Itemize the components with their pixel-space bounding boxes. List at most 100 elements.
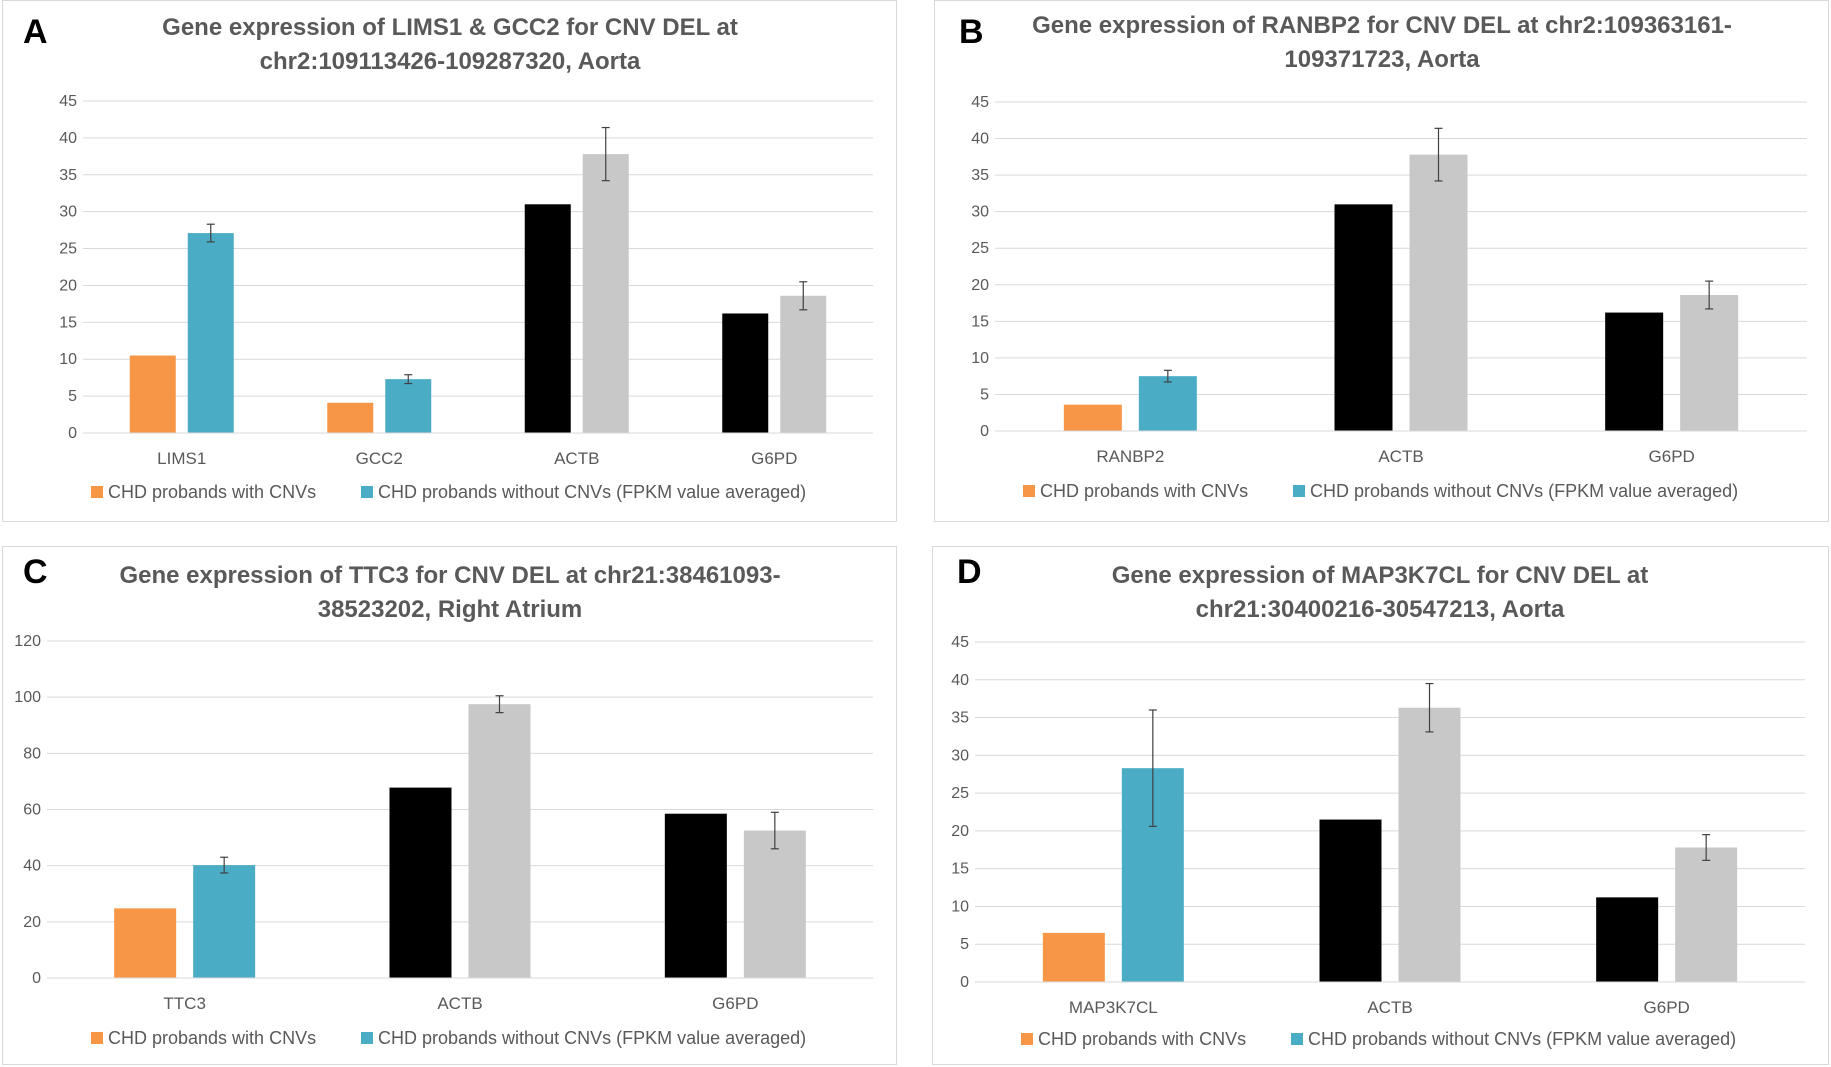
y-tick-label-d: 20 [951, 823, 969, 840]
panel-a: A Gene expression of LIMS1 & GCC2 for CNV… [2, 0, 897, 522]
bar-d-map3k7cl-with-cnv [1042, 932, 1105, 982]
y-tick-label-b: 30 [971, 204, 989, 221]
category-label-a-gcc2: GCC2 [356, 449, 403, 468]
y-tick-label-a: 10 [59, 351, 77, 368]
bar-a-lims1-with-cnv [129, 355, 176, 433]
bar-a-lims1-without-cnv [187, 233, 234, 433]
legend-label-without-cnv-d: CHD probands without CNVs (FPKM value av… [1308, 1029, 1736, 1049]
bar-d-actb-with-cnv [1319, 819, 1382, 982]
y-tick-label-c: 40 [23, 858, 41, 875]
chart-title-a-line-2: chr2:109113426-109287320, Aorta [260, 48, 641, 75]
legend-label-with-cnv-b: CHD probands with CNVs [1040, 481, 1248, 501]
legend-swatch-without-cnv-c [361, 1032, 373, 1044]
bar-c-actb-with-cnv [389, 787, 452, 978]
y-tick-label-d: 0 [960, 974, 969, 991]
panel-letter-a: A [23, 13, 48, 51]
y-tick-label-d: 25 [951, 785, 969, 802]
category-label-b-ranbp2: RANBP2 [1096, 447, 1164, 466]
bar-b-g6pd-without-cnv [1680, 295, 1739, 431]
y-tick-label-a: 35 [59, 167, 77, 184]
bar-b-ranbp2-without-cnv [1138, 376, 1197, 431]
y-tick-label-d: 30 [951, 747, 969, 764]
chart-a-svg: A Gene expression of LIMS1 & GCC2 for CNV… [23, 13, 873, 502]
y-tick-label-b: 5 [980, 386, 989, 403]
panel-letter-b: B [959, 13, 984, 51]
y-tick-label-c: 0 [32, 970, 41, 987]
bar-a-gcc2-without-cnv [385, 379, 432, 433]
y-tick-label-a: 30 [59, 204, 77, 221]
bar-b-actb-without-cnv [1409, 154, 1468, 431]
y-tick-label-a: 5 [68, 388, 77, 405]
y-tick-label-c: 100 [14, 689, 41, 706]
y-tick-label-c: 60 [23, 802, 41, 819]
legend-swatch-without-cnv-d [1291, 1033, 1303, 1045]
bar-c-actb-without-cnv [468, 704, 531, 978]
y-tick-label-d: 10 [951, 898, 969, 915]
y-tick-label-d: 45 [951, 634, 969, 651]
chart-d-svg: D Gene expression of MAP3K7CL for CNV DEL… [951, 553, 1805, 1049]
chart-b-svg: B Gene expression of RANBP2 for CNV DEL a… [959, 12, 1807, 501]
chart-title-d-line-1: Gene expression of MAP3K7CL for CNV DEL … [1112, 562, 1649, 589]
chart-c-svg: C Gene expression of TTC3 for CNV DEL at … [14, 553, 873, 1048]
category-label-a-g6pd: G6PD [751, 449, 797, 468]
legend-label-with-cnv-a: CHD probands with CNVs [108, 482, 316, 502]
legend-swatch-with-cnv-d [1021, 1033, 1033, 1045]
y-tick-label-c: 20 [23, 914, 41, 931]
bar-a-gcc2-with-cnv [327, 402, 374, 433]
bar-b-actb-with-cnv [1334, 204, 1393, 431]
category-label-d-actb: ACTB [1367, 998, 1412, 1017]
legend-label-without-cnv-c: CHD probands without CNVs (FPKM value av… [378, 1028, 806, 1048]
legend-label-with-cnv-d: CHD probands with CNVs [1038, 1029, 1246, 1049]
bar-d-g6pd-with-cnv [1596, 897, 1659, 982]
category-label-c-actb: ACTB [437, 994, 482, 1013]
chart-title-a-line-1: Gene expression of LIMS1 & GCC2 for CNV … [162, 14, 738, 41]
y-tick-label-d: 5 [960, 936, 969, 953]
y-tick-label-a: 20 [59, 277, 77, 294]
legend-swatch-with-cnv-b [1023, 485, 1035, 497]
chart-title-c-line-1: Gene expression of TTC3 for CNV DEL at c… [119, 562, 780, 589]
bar-b-g6pd-with-cnv [1605, 312, 1664, 431]
y-tick-label-d: 40 [951, 672, 969, 689]
panel-letter-d: D [957, 553, 982, 591]
category-label-b-g6pd: G6PD [1649, 447, 1695, 466]
y-tick-label-b: 45 [971, 94, 989, 111]
y-tick-label-a: 0 [68, 425, 77, 442]
chart-title-b-line-2: 109371723, Aorta [1284, 46, 1480, 73]
bar-a-actb-without-cnv [582, 154, 629, 433]
chart-title-d-line-2: chr21:30400216-30547213, Aorta [1196, 596, 1565, 623]
legend-label-without-cnv-a: CHD probands without CNVs (FPKM value av… [378, 482, 806, 502]
y-tick-label-d: 35 [951, 710, 969, 727]
category-label-c-g6pd: G6PD [712, 994, 758, 1013]
category-label-a-actb: ACTB [554, 449, 599, 468]
category-label-a-lims1: LIMS1 [157, 449, 206, 468]
panel-letter-c: C [23, 553, 48, 591]
chart-title-b-line-1: Gene expression of RANBP2 for CNV DEL at… [1032, 12, 1732, 39]
legend-swatch-without-cnv-a [361, 486, 373, 498]
y-tick-label-c: 80 [23, 745, 41, 762]
y-tick-label-c: 120 [14, 633, 41, 650]
legend-label-without-cnv-b: CHD probands without CNVs (FPKM value av… [1310, 481, 1738, 501]
y-tick-label-b: 15 [971, 313, 989, 330]
bar-a-actb-with-cnv [524, 204, 571, 433]
bar-a-g6pd-without-cnv [780, 295, 827, 433]
y-tick-label-b: 25 [971, 240, 989, 257]
y-tick-label-b: 20 [971, 277, 989, 294]
bar-d-g6pd-without-cnv [1675, 847, 1738, 982]
bar-d-actb-without-cnv [1398, 707, 1461, 982]
legend-label-with-cnv-c: CHD probands with CNVs [108, 1028, 316, 1048]
bar-c-ttc3-without-cnv [193, 865, 256, 978]
y-tick-label-b: 35 [971, 167, 989, 184]
bar-c-ttc3-with-cnv [114, 908, 177, 978]
legend-swatch-without-cnv-b [1293, 485, 1305, 497]
y-tick-label-a: 40 [59, 130, 77, 147]
panel-d: D Gene expression of MAP3K7CL for CNV DEL… [932, 546, 1829, 1065]
bar-c-g6pd-with-cnv [664, 813, 727, 978]
y-tick-label-d: 15 [951, 861, 969, 878]
y-tick-label-b: 0 [980, 423, 989, 440]
y-tick-label-a: 15 [59, 314, 77, 331]
panel-c: C Gene expression of TTC3 for CNV DEL at … [2, 546, 897, 1065]
category-label-d-map3k7cl: MAP3K7CL [1069, 998, 1158, 1017]
y-tick-label-b: 10 [971, 350, 989, 367]
legend-swatch-with-cnv-a [91, 486, 103, 498]
y-tick-label-a: 25 [59, 241, 77, 258]
